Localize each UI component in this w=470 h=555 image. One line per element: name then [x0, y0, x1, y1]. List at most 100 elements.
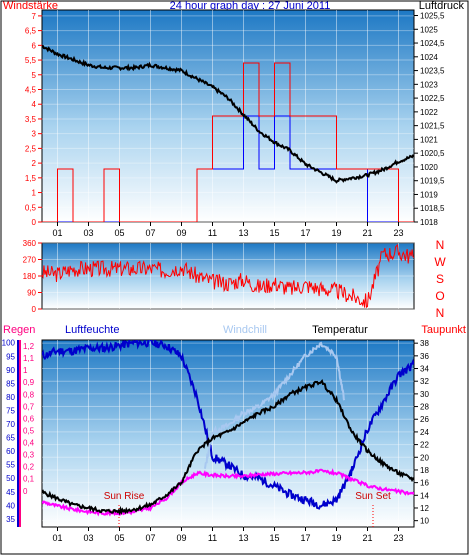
hour-label: 01 — [52, 228, 62, 238]
rain-tick-label: 0,7 — [23, 402, 35, 411]
hour-label: 11 — [208, 533, 217, 543]
windchill-label: Windchill — [223, 324, 267, 336]
temperature-tick-label: 28 — [420, 403, 429, 412]
wind-tick-label: 3,5 — [25, 115, 37, 124]
wind-tick-label: 1,5 — [25, 174, 37, 183]
rain-tick-label: 0,8 — [23, 390, 35, 399]
temperature-tick-label: 36 — [420, 352, 429, 361]
hour-label: 03 — [83, 228, 93, 238]
pressure-tick-label: 1018 — [420, 218, 438, 227]
rain-tick-label: 0,3 — [23, 451, 35, 460]
rain-tick-label: 0,6 — [23, 414, 35, 423]
temperature-tick-label: 16 — [420, 479, 429, 488]
hour-label: 13 — [238, 228, 248, 238]
pressure-tick-label: 1019 — [420, 190, 438, 199]
compass-label: O — [435, 289, 444, 303]
humidity-tick-label: 70 — [6, 420, 15, 429]
windchill-series — [203, 341, 346, 470]
wind-tick-label: 6 — [32, 41, 37, 50]
hour-label: 01 — [52, 533, 62, 543]
direction-ticks: 0 90 180 270 360 — [23, 239, 42, 314]
wind-tick-label: 6,5 — [25, 27, 37, 36]
humidity-tick-label: 65 — [6, 434, 15, 443]
hour-label: 03 — [83, 533, 93, 543]
humidity-tick-label: 60 — [6, 447, 15, 456]
wind-tick-label: 1 — [32, 189, 37, 198]
pressure-tick-label: 1023,5 — [420, 67, 445, 76]
hour-label: 07 — [145, 533, 155, 543]
humidity-tick-label: 50 — [6, 474, 15, 483]
hour-label: 11 — [208, 228, 217, 238]
wind-tick-label: 3 — [32, 130, 37, 139]
temperature-label: Temperatur — [312, 324, 368, 336]
hour-label: 05 — [114, 228, 124, 238]
pressure-tick-label: 1018,5 — [420, 204, 445, 213]
rain-ticks: 0 0,1 0,2 0,3 0,4 0,5 0,6 0,7 0,8 0,9 1 1,1 1,2 — [23, 342, 35, 496]
wind-ticks: 0 0,5 1 1,5 2 2,5 3 3,5 4 4,5 5 5,5 6 6,5 7 — [25, 12, 42, 227]
hour-label: 17 — [300, 228, 310, 238]
humidity-label: Luftfeuchte — [65, 324, 119, 336]
humidity-tick-label: 95 — [6, 352, 15, 361]
dewpoint-series — [42, 468, 414, 517]
hour-label: 05 — [114, 533, 124, 543]
pressure-tick-label: 1019,5 — [420, 177, 445, 186]
wind-tick-label: 0,5 — [25, 203, 37, 212]
temperature-grid — [42, 340, 414, 527]
hour-axis-3: 01 03 05 07 09 11 13 15 17 19 21 23 — [52, 527, 404, 543]
hour-label: 13 — [238, 533, 248, 543]
hour-label: 07 — [145, 228, 155, 238]
temperature-tick-label: 14 — [420, 491, 429, 500]
hour-label: 23 — [393, 228, 403, 238]
hour-label: 19 — [331, 228, 341, 238]
temperature-tick-label: 34 — [420, 365, 429, 374]
hour-label: 21 — [362, 533, 372, 543]
hour-label: 15 — [269, 533, 279, 543]
hour-label: 17 — [300, 533, 310, 543]
temperature-series — [42, 378, 414, 516]
sunset-label: Sun Set — [355, 491, 391, 502]
hour-label: 15 — [269, 228, 279, 238]
temperature-tick-label: 32 — [420, 377, 429, 386]
rain-tick-label: 0,1 — [23, 475, 35, 484]
pressure-tick-label: 1025 — [420, 25, 438, 34]
sunrise-label: Sun Rise — [104, 491, 145, 502]
compass-label: W — [434, 255, 446, 269]
compass-label: N — [436, 238, 445, 252]
rain-tick-label: 0,9 — [23, 378, 35, 387]
hour-label: 09 — [176, 533, 186, 543]
wind-tick-label: 4,5 — [25, 86, 37, 95]
hour-label: 23 — [393, 533, 403, 543]
pressure-tick-label: 1022 — [420, 108, 438, 117]
rain-tick-label: 0 — [23, 487, 28, 496]
rain-tick-label: 1 — [23, 366, 28, 375]
rain-tick-label: 1,1 — [23, 354, 35, 363]
pressure-tick-label: 1024 — [420, 53, 438, 62]
hour-axis-1: 01 03 05 07 09 11 13 15 17 19 21 23 — [52, 222, 404, 238]
wind-tick-label: 7 — [32, 12, 37, 21]
wind-axis-label: Windstärke — [3, 0, 58, 12]
pressure-tick-label: 1025,5 — [420, 12, 445, 21]
humidity-tick-label: 80 — [6, 393, 15, 402]
pressure-tick-label: 1021 — [420, 135, 438, 144]
temperature-tick-label: 30 — [420, 390, 429, 399]
hour-label: 21 — [362, 228, 372, 238]
humidity-tick-label: 100 — [2, 339, 16, 348]
pressure-ticks: 1018 1018,5 1019 1019,5 1020 1020,5 1021 1021,5… — [414, 12, 445, 227]
direction-tick-label: 0 — [32, 305, 37, 314]
wind-tick-label: 0 — [32, 218, 37, 227]
pressure-tick-label: 1021,5 — [420, 122, 445, 131]
wind-tick-label: 5,5 — [25, 56, 37, 65]
temperature-tick-label: 10 — [420, 517, 429, 526]
direction-tick-label: 270 — [23, 256, 37, 265]
humidity-ticks: 35 40 45 50 55 60 65 70 75 80 85 90 95 100 — [2, 339, 16, 524]
humidity-tick-label: 90 — [6, 366, 15, 375]
wind-direction-series — [42, 243, 414, 309]
humidity-tick-label: 35 — [6, 515, 15, 524]
rain-tick-label: 0,5 — [23, 426, 35, 435]
pressure-tick-label: 1020 — [420, 163, 438, 172]
rain-tick-label: 1,2 — [23, 342, 35, 351]
pressure-tick-label: 1022,5 — [420, 94, 445, 103]
humidity-tick-label: 75 — [6, 406, 15, 415]
